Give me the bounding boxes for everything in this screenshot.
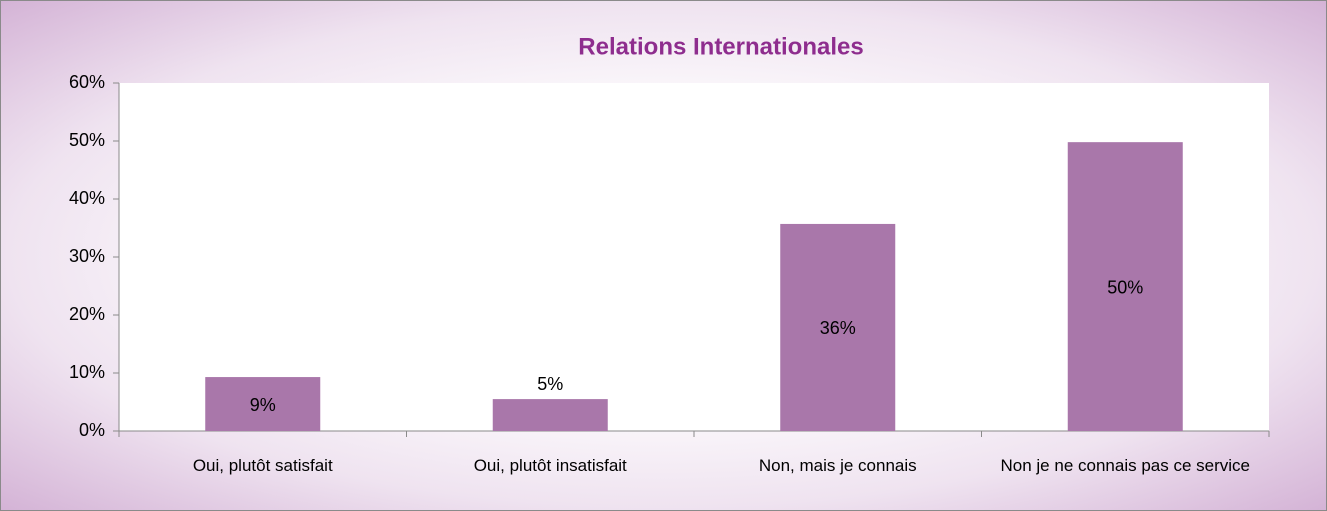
data-label: 36% (820, 318, 856, 338)
data-label: 50% (1107, 277, 1143, 297)
y-tick-label: 10% (69, 362, 105, 382)
y-tick-label: 50% (69, 130, 105, 150)
x-tick-label: Oui, plutôt insatisfait (473, 456, 627, 475)
bar (492, 399, 608, 431)
y-tick-label: 60% (69, 72, 105, 92)
y-tick-label: 0% (79, 420, 105, 440)
data-label: 5% (537, 374, 563, 394)
x-tick-label: Non je ne connais pas ce service (1000, 456, 1250, 475)
bar (1067, 142, 1183, 431)
x-tick-label: Oui, plutôt satisfait (192, 456, 333, 475)
y-tick-label: 20% (69, 304, 105, 324)
x-tick-label: Non, mais je connais (758, 456, 917, 475)
chart-title: Relations Internationales (578, 33, 863, 60)
bar (205, 377, 321, 431)
bar (780, 223, 896, 431)
data-label: 9% (250, 395, 276, 415)
y-tick-label: 30% (69, 246, 105, 266)
y-tick-label: 40% (69, 188, 105, 208)
